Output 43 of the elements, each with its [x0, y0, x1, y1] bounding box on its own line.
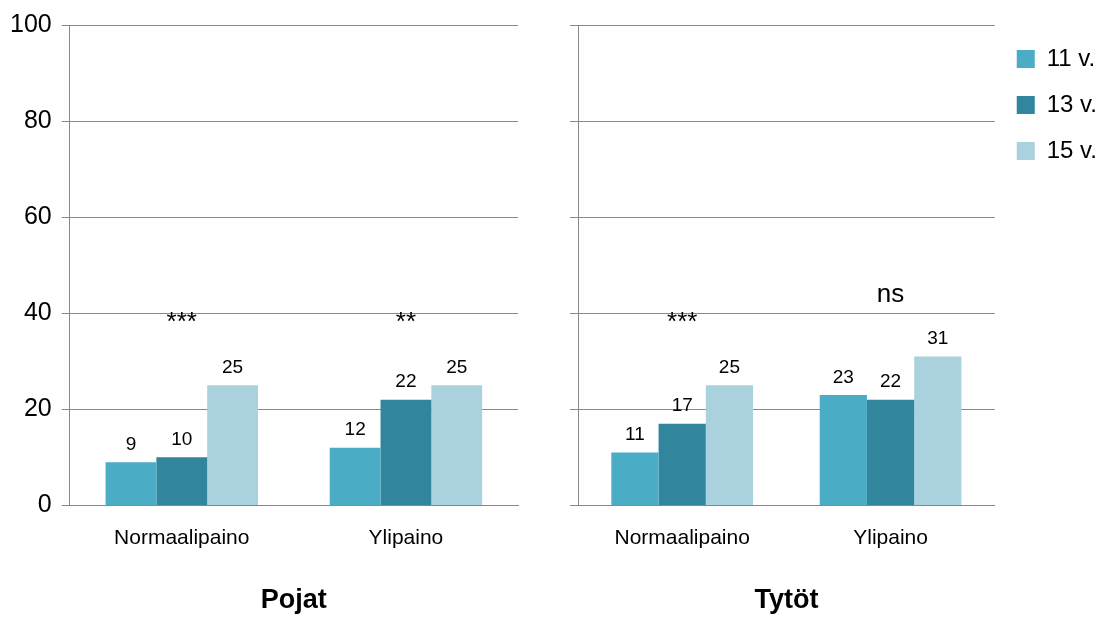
- data-label: 22: [395, 370, 417, 392]
- data-label: 25: [446, 356, 468, 378]
- bar: [105, 462, 157, 505]
- bar: [156, 457, 208, 505]
- annotation: ***: [667, 306, 698, 337]
- bar: [866, 399, 915, 505]
- annotation: ***: [166, 306, 197, 337]
- legend-label: 11 v.: [1046, 43, 1096, 71]
- y-tick-label: 60: [23, 201, 52, 230]
- bar: [207, 385, 258, 505]
- bar: [380, 399, 432, 505]
- x-tick-label: Ylipaino: [368, 524, 444, 548]
- y-tick-label: 0: [37, 489, 52, 518]
- x-tick-label: Normaalipaino: [114, 524, 250, 548]
- bar: [431, 385, 483, 505]
- data-label: 31: [927, 327, 949, 349]
- y-tick-label: 80: [23, 104, 52, 133]
- y-tick-label: 100: [9, 8, 52, 37]
- data-label: 25: [718, 356, 740, 378]
- x-axis-title: Tytöt: [754, 584, 819, 615]
- legend-label: 15 v.: [1046, 135, 1097, 163]
- y-tick-label: 20: [23, 393, 52, 422]
- y-tick-label: 40: [23, 297, 52, 326]
- bar: [819, 394, 867, 505]
- annotation: **: [395, 306, 417, 337]
- data-label: 9: [125, 432, 137, 454]
- bar: [705, 385, 754, 505]
- data-label: 25: [222, 356, 244, 378]
- bar: [611, 452, 659, 505]
- x-axis-title: Pojat: [260, 584, 327, 615]
- bar: [658, 423, 706, 505]
- annotation: ns: [876, 277, 905, 308]
- data-label: 11: [625, 423, 645, 445]
- data-label: 17: [671, 394, 693, 416]
- bar: [914, 356, 962, 505]
- data-label: 12: [344, 418, 366, 440]
- data-label: 23: [832, 365, 854, 387]
- bar: [329, 447, 381, 505]
- x-tick-label: Normaalipaino: [614, 524, 750, 548]
- data-label: 10: [171, 428, 193, 450]
- legend-label: 13 v.: [1046, 89, 1097, 117]
- x-tick-label: Ylipaino: [853, 524, 928, 548]
- data-label: 22: [879, 370, 902, 392]
